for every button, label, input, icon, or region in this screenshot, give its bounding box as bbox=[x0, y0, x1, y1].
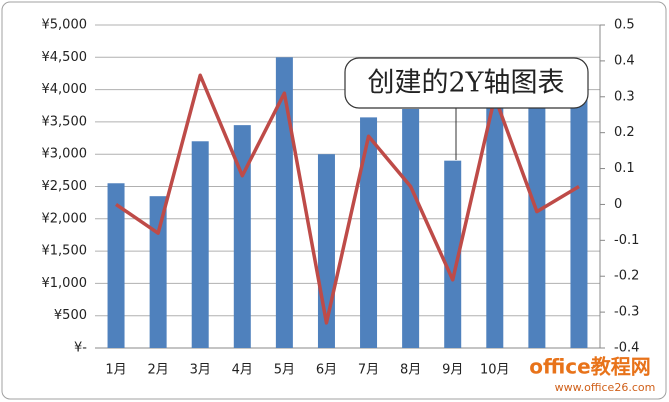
plot: ¥- ¥500 ¥1,000 ¥1,500 ¥2,000 ¥2,500 ¥3,000 ¥3,5… bbox=[42, 18, 640, 378]
y-tick-label: ¥5,000 bbox=[42, 18, 88, 33]
bar bbox=[149, 196, 167, 348]
y2-tick-label: 0.1 bbox=[614, 161, 635, 176]
y-tick-label: ¥4,500 bbox=[42, 50, 88, 65]
x-tick-label: 1月 bbox=[105, 363, 126, 378]
x-tick-label: 6月 bbox=[316, 363, 337, 378]
y-tick-label: ¥3,500 bbox=[42, 114, 88, 129]
x-tick-label: 7月 bbox=[358, 363, 379, 378]
annotation: 创建的2Y轴图表 bbox=[367, 68, 564, 99]
bar bbox=[444, 160, 462, 348]
y2-tick-label: 0.2 bbox=[614, 125, 635, 140]
bar bbox=[360, 117, 378, 349]
watermark-url: www.office26.com bbox=[555, 381, 656, 394]
y2-tick-label: 0.5 bbox=[614, 18, 635, 33]
bar bbox=[402, 108, 420, 348]
y-tick-label: ¥2,500 bbox=[42, 179, 88, 194]
bar bbox=[570, 83, 588, 348]
y-tick-label: ¥4,000 bbox=[42, 82, 88, 97]
line bbox=[115, 73, 580, 325]
y2-tick-label: -0.2 bbox=[614, 269, 639, 284]
callout-box bbox=[344, 57, 589, 109]
y2-tick-label: -0.4 bbox=[614, 341, 639, 356]
x-tick-label: 2月 bbox=[147, 363, 168, 378]
y2-tick-label: 0 bbox=[614, 197, 622, 212]
y2-tick-label: -0.1 bbox=[614, 233, 639, 248]
y-tick-label: ¥2,000 bbox=[42, 211, 88, 226]
watermark-name: office教程网 bbox=[529, 355, 650, 379]
x-tick-label: 3月 bbox=[190, 363, 211, 378]
bar bbox=[528, 92, 546, 348]
y2-tick-label: 0.4 bbox=[614, 53, 635, 68]
bar bbox=[107, 183, 125, 348]
y-tick-label: ¥500 bbox=[54, 308, 87, 323]
x-tick-label: 10月 bbox=[480, 363, 510, 378]
y-tick-label: ¥3,000 bbox=[42, 147, 88, 162]
y2-tick-label: -0.3 bbox=[614, 305, 639, 320]
bar bbox=[275, 57, 293, 349]
y-tick-label: ¥1,000 bbox=[42, 276, 88, 291]
y2-tick-label: 0.3 bbox=[614, 89, 635, 104]
x-tick-label: 8月 bbox=[400, 363, 421, 378]
bar bbox=[191, 141, 209, 348]
bar bbox=[486, 99, 504, 348]
x-tick-label: 4月 bbox=[232, 363, 253, 378]
y-tick-label: ¥- bbox=[74, 341, 87, 356]
x-tick-label: 9月 bbox=[442, 363, 463, 378]
x-tick-label: 5月 bbox=[274, 363, 295, 378]
y-tick-label: ¥1,500 bbox=[42, 244, 88, 259]
bar bbox=[233, 125, 251, 348]
